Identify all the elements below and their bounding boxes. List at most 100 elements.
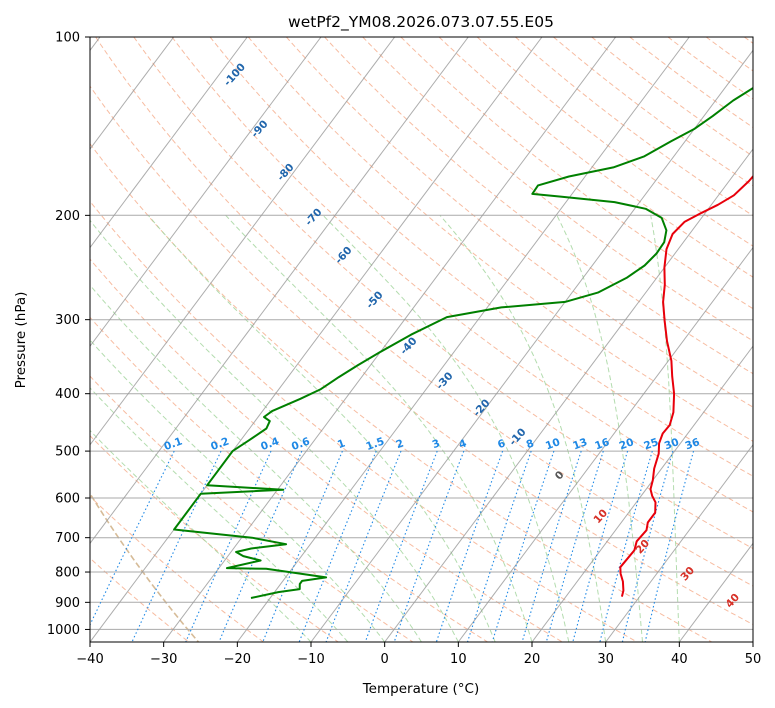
mixing-ratio-label: 6 bbox=[496, 437, 507, 451]
x-axis-label: Temperature (°C) bbox=[362, 681, 480, 697]
outer-adiabat-curve bbox=[90, 492, 200, 642]
mixing-ratio-label: 25 bbox=[642, 436, 660, 452]
dry-adiabat-line bbox=[133, 37, 753, 550]
dry-adiabat-label: -90 bbox=[249, 118, 271, 140]
isotherm-line bbox=[90, 37, 248, 249]
dry-adiabat-label: 10 bbox=[591, 507, 610, 526]
isotherm-line bbox=[236, 37, 690, 642]
y-tick-label: 100 bbox=[55, 31, 80, 46]
mixing-ratio-line bbox=[466, 450, 532, 642]
dry-adiabat-line bbox=[286, 37, 753, 408]
moist-adiabat-line bbox=[650, 215, 680, 642]
mixing-ratio-line bbox=[491, 450, 555, 642]
dry-adiabat-label: -50 bbox=[364, 289, 386, 311]
dry-adiabat-line bbox=[90, 495, 264, 642]
dry-adiabat-label: -70 bbox=[303, 206, 325, 228]
isotherm-line bbox=[605, 444, 753, 642]
y-axis-label: Pressure (hPa) bbox=[13, 292, 29, 389]
mixing-ratio-label: 2 bbox=[394, 437, 405, 451]
dry-adiabat-line bbox=[324, 37, 753, 375]
isotherm-line bbox=[163, 37, 617, 642]
mixing-ratio-labels: 0.1 0.2 0.4 0.6 1 1.5 2 3 4 6 8 10 13 16 20 25 30 36 bbox=[162, 435, 701, 453]
isotherm-line bbox=[531, 345, 753, 642]
mixing-ratio-label: 0.2 bbox=[209, 435, 231, 453]
moist-adiabat-line bbox=[225, 214, 533, 642]
mixing-ratio-label: 10 bbox=[544, 436, 562, 452]
y-tick-label: 500 bbox=[55, 445, 80, 460]
mixing-ratio-label: 16 bbox=[593, 436, 611, 452]
moist-adiabat-line bbox=[90, 284, 422, 642]
outer-adiabat-line bbox=[90, 492, 200, 642]
y-tick-label: 1000 bbox=[47, 623, 80, 638]
x-tick-label: 50 bbox=[745, 652, 762, 667]
mixing-ratio-line bbox=[325, 450, 402, 642]
dry-adiabat-label: -30 bbox=[434, 370, 456, 392]
x-tick-label: −20 bbox=[224, 652, 251, 667]
isotherm-line bbox=[90, 37, 396, 446]
x-tick-label: −10 bbox=[297, 652, 324, 667]
moist-adiabats bbox=[90, 214, 680, 642]
dry-adiabat-line bbox=[400, 37, 753, 310]
moist-adiabat-line bbox=[90, 429, 312, 642]
dry-adiabat-line bbox=[90, 258, 563, 642]
moist-adiabat-line bbox=[90, 387, 349, 642]
mixing-ratio-label: 13 bbox=[571, 436, 589, 452]
y-tick-label: 700 bbox=[55, 531, 80, 546]
dry-adiabat-line bbox=[362, 37, 753, 342]
y-tick-label: 400 bbox=[55, 387, 80, 402]
dry-adiabat-label: -40 bbox=[398, 335, 420, 357]
dewpoint-profile-line bbox=[173, 86, 753, 599]
mixing-ratio-line bbox=[262, 450, 343, 642]
x-tick-label: 0 bbox=[381, 652, 389, 667]
dry-adiabat-label: 20 bbox=[633, 537, 652, 556]
isotherm-line bbox=[752, 641, 753, 642]
isotherm-line bbox=[90, 37, 469, 545]
dry-adiabat-label: -60 bbox=[333, 244, 355, 266]
plot-frame bbox=[89, 36, 754, 643]
isobar-gridlines bbox=[90, 37, 753, 630]
mixing-ratio-line bbox=[393, 450, 465, 642]
dry-adiabat-line bbox=[171, 37, 753, 513]
mixing-ratio-label: 1.5 bbox=[364, 435, 386, 453]
dry-adiabat-line bbox=[553, 37, 753, 187]
dry-adiabat-label: 30 bbox=[678, 565, 697, 584]
mixing-ratio-label: 20 bbox=[618, 436, 636, 452]
dry-adiabat-line bbox=[90, 142, 712, 642]
x-tick-label: 20 bbox=[524, 652, 541, 667]
y-tick-label: 900 bbox=[55, 596, 80, 611]
dry-adiabat-line bbox=[476, 37, 753, 247]
dry-adiabats bbox=[90, 37, 753, 642]
isotherm-line bbox=[90, 37, 322, 348]
dry-adiabat-label: -100 bbox=[222, 61, 249, 89]
dry-adiabat-line bbox=[438, 37, 753, 278]
mixing-ratio-line bbox=[599, 450, 653, 642]
mixing-ratio-line bbox=[621, 450, 674, 642]
chart-title: wetPf2_YM08.2026.073.07.55.E05 bbox=[288, 13, 554, 32]
mixing-ratio-label: 0.1 bbox=[162, 435, 184, 453]
mixing-ratio-line bbox=[90, 450, 175, 627]
x-axis: −40 −30 −20 −10 0 10 20 30 40 50 bbox=[76, 642, 761, 667]
isotherm-line bbox=[90, 37, 175, 150]
isotherm-line bbox=[678, 542, 753, 642]
mixing-ratio-label: 3 bbox=[431, 437, 442, 451]
mixing-ratio-label: 8 bbox=[525, 437, 536, 451]
x-tick-label: −30 bbox=[150, 652, 177, 667]
isotherm-gridlines bbox=[90, 37, 753, 642]
mixing-ratio-label: 4 bbox=[457, 437, 468, 451]
mixing-ratio-label: 1 bbox=[336, 437, 347, 451]
dry-adiabat-line bbox=[90, 375, 414, 642]
x-tick-label: −40 bbox=[76, 652, 103, 667]
dry-adiabat-line bbox=[90, 200, 638, 642]
mixing-ratio-label: 30 bbox=[663, 436, 681, 452]
mixing-ratio-line bbox=[364, 450, 438, 642]
dry-adiabat-line bbox=[247, 37, 753, 442]
dry-adiabat-line bbox=[744, 37, 753, 44]
mixing-ratio-line bbox=[572, 450, 629, 642]
x-tick-label: 10 bbox=[450, 652, 467, 667]
dry-adiabat-line bbox=[705, 37, 753, 72]
y-tick-label: 300 bbox=[55, 313, 80, 328]
moist-adiabat-line bbox=[439, 214, 607, 642]
dry-adiabat-label: -20 bbox=[471, 397, 493, 419]
